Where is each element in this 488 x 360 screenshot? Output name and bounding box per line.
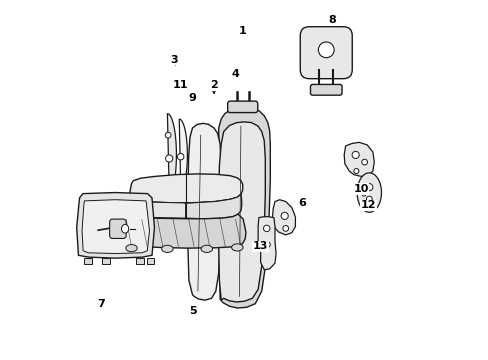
Ellipse shape	[177, 153, 183, 160]
Ellipse shape	[361, 159, 367, 165]
Ellipse shape	[264, 242, 270, 247]
Ellipse shape	[318, 42, 333, 58]
FancyBboxPatch shape	[227, 101, 257, 113]
Text: 7: 7	[97, 299, 105, 309]
Text: 10: 10	[353, 184, 368, 194]
FancyBboxPatch shape	[310, 85, 341, 95]
Polygon shape	[258, 217, 276, 270]
Polygon shape	[127, 194, 241, 219]
Polygon shape	[83, 258, 92, 264]
Text: 8: 8	[328, 15, 336, 26]
Text: 1: 1	[238, 26, 246, 36]
Ellipse shape	[231, 244, 243, 251]
Polygon shape	[146, 258, 154, 264]
Polygon shape	[123, 212, 245, 248]
FancyBboxPatch shape	[300, 27, 351, 79]
Text: 2: 2	[210, 80, 218, 90]
Polygon shape	[356, 173, 381, 212]
Ellipse shape	[351, 151, 359, 158]
Polygon shape	[82, 200, 149, 253]
Polygon shape	[185, 194, 241, 219]
Ellipse shape	[282, 226, 288, 231]
Ellipse shape	[353, 168, 358, 174]
Ellipse shape	[281, 212, 287, 220]
Polygon shape	[272, 200, 295, 235]
Polygon shape	[218, 108, 270, 308]
FancyBboxPatch shape	[109, 219, 126, 238]
Text: 6: 6	[297, 198, 305, 208]
Polygon shape	[129, 174, 242, 203]
Polygon shape	[77, 193, 154, 258]
Polygon shape	[344, 142, 373, 176]
Text: 5: 5	[188, 306, 196, 316]
Text: 11: 11	[172, 80, 187, 90]
Ellipse shape	[366, 196, 371, 202]
Text: 13: 13	[252, 241, 268, 251]
Text: 3: 3	[170, 55, 178, 65]
Polygon shape	[127, 198, 185, 218]
Ellipse shape	[165, 155, 172, 162]
Polygon shape	[178, 119, 187, 190]
Polygon shape	[102, 258, 109, 264]
Text: 4: 4	[231, 69, 239, 79]
Ellipse shape	[362, 193, 365, 196]
Polygon shape	[165, 114, 176, 195]
Polygon shape	[218, 122, 265, 302]
Ellipse shape	[201, 245, 212, 252]
Polygon shape	[136, 258, 143, 264]
Ellipse shape	[365, 184, 372, 191]
Text: 12: 12	[360, 200, 375, 210]
Ellipse shape	[162, 245, 173, 252]
Ellipse shape	[263, 225, 269, 231]
Ellipse shape	[121, 225, 128, 233]
Text: 9: 9	[188, 93, 196, 103]
Ellipse shape	[165, 132, 171, 138]
Ellipse shape	[125, 244, 137, 252]
Polygon shape	[187, 123, 221, 300]
